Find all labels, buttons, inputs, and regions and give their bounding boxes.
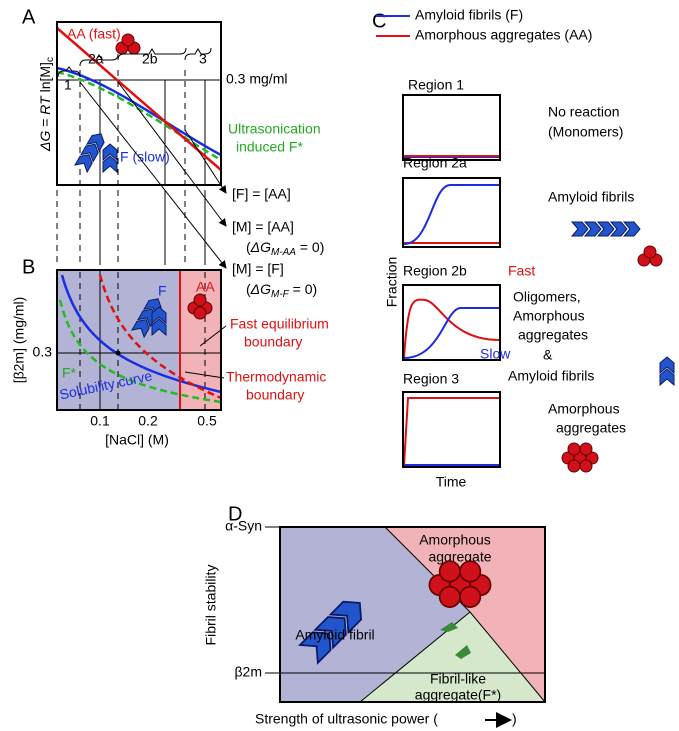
shape <box>580 460 592 472</box>
region-desc: Amorphous <box>548 401 620 417</box>
shape <box>403 95 500 160</box>
shape <box>194 294 206 306</box>
panel-label: C <box>372 10 386 32</box>
region-desc: Oligomers, <box>513 289 581 305</box>
region-title: Region 2b <box>403 263 467 279</box>
region-desc: aggregates <box>518 327 588 343</box>
condition: [M] = [AA] <box>232 219 294 235</box>
fast-boundary-label: boundary <box>244 334 302 350</box>
fibril-icon <box>103 144 117 172</box>
amorphous-label: aggregate <box>428 549 491 565</box>
shape <box>644 246 656 258</box>
region-desc: Amyloid fibrils <box>548 189 634 205</box>
region-desc: (Monomers) <box>548 124 623 140</box>
label: c <box>45 57 56 62</box>
y-tick-label: 0.3 <box>33 344 53 360</box>
legend-entry: Amyloid fibrils (F) <box>415 7 523 23</box>
region-desc: No reaction <box>548 104 620 120</box>
shape <box>404 398 499 465</box>
label: ΔG <box>250 281 271 297</box>
y-tick-label: α-Syn <box>225 518 262 534</box>
fibril-like-label: Fibril-like <box>430 671 486 687</box>
region-label: 1 <box>64 77 72 93</box>
condition: [F] = [AA] <box>232 186 291 202</box>
label: M-F <box>271 289 290 300</box>
region-desc: Amyloid fibrils <box>508 368 594 384</box>
x-axis-label: Time <box>436 474 467 490</box>
region-desc: & <box>543 347 553 363</box>
x-tick-label: 0.1 <box>90 413 110 429</box>
condition-note: (ΔGM-AA = 0) <box>246 239 324 258</box>
amorphous-label: Amorphous <box>419 532 491 548</box>
region-title: Region 3 <box>403 371 459 387</box>
shape <box>122 34 134 46</box>
shape <box>568 443 580 455</box>
slow-label: Slow <box>480 346 511 362</box>
shape <box>562 443 598 472</box>
shape <box>572 222 640 236</box>
region-desc: aggregates <box>556 420 626 436</box>
region-label: 2a <box>88 51 104 67</box>
ultra-label: induced F* <box>236 139 303 155</box>
shape <box>403 392 500 467</box>
thermo-label: Thermodynamic <box>226 369 326 385</box>
fast-boundary-label: Fast equilibrium <box>230 316 329 332</box>
shape <box>440 561 460 581</box>
x-axis-label: [NaCl] (M) <box>105 432 169 448</box>
x-tick-label: 0.2 <box>138 413 158 429</box>
shape <box>638 246 662 266</box>
condition: [M] = [F] <box>232 261 284 277</box>
f-slow-label: F (slow) <box>120 149 170 165</box>
label: M-AA <box>271 247 296 258</box>
aa-label: AA <box>196 279 215 295</box>
shape <box>404 185 499 244</box>
label: ln[M] <box>37 62 53 96</box>
fstar-label: F* <box>62 365 77 381</box>
label: = 0) <box>289 281 317 297</box>
region-title: Region 2a <box>403 155 467 171</box>
region-title: Region 1 <box>408 77 464 93</box>
aa-label: AA (fast) <box>67 26 121 42</box>
x-tick-label: 0.5 <box>197 413 217 429</box>
shape <box>660 357 674 385</box>
shape <box>572 222 588 236</box>
conc-label: 0.3 mg/ml <box>226 71 287 87</box>
region-desc: Amorphous <box>513 308 585 324</box>
shape <box>460 561 480 581</box>
x-axis-label: Strength of ultrasonic power ( <box>255 711 438 727</box>
thermo-label: boundary <box>246 387 304 403</box>
condition-note: (ΔGM-F = 0) <box>246 281 317 300</box>
amyloid-label: Amyloid fibril <box>295 627 374 643</box>
shape <box>116 351 121 356</box>
panel-label: B <box>22 256 35 278</box>
y-axis-label: Fibril stability <box>203 565 219 646</box>
f-label: F <box>158 283 167 299</box>
region-label: 3 <box>199 51 207 67</box>
legend-entry: Amorphous aggregates (AA) <box>415 27 592 43</box>
shape <box>440 587 460 607</box>
shape <box>194 307 206 319</box>
y-axis-label: Fraction <box>384 257 400 308</box>
shape <box>568 460 580 472</box>
label: = 0) <box>296 239 324 255</box>
ultra-label: Ultrasonication <box>228 121 321 137</box>
panel-label: A <box>22 6 36 28</box>
figure: A AA (fast) 1 2a 2b 3 0.3 mg/ml ΔG = RT … <box>0 0 679 731</box>
fibril-like-label: aggregate(F*) <box>415 687 501 703</box>
y-axis-label: [β2m] (mg/ml) <box>11 297 27 384</box>
region-label: 2b <box>142 51 158 67</box>
label: ΔG <box>250 239 271 255</box>
x-axis-label: ) <box>512 711 517 727</box>
shape <box>185 48 211 60</box>
y-tick-label: β2m <box>234 664 262 680</box>
label: ΔG <box>37 131 53 152</box>
label: = <box>37 115 53 131</box>
fast-label: Fast <box>508 263 535 279</box>
label: RT <box>37 95 53 115</box>
shape <box>460 587 480 607</box>
y-axis-label: ΔG = RT ln[M]c <box>37 57 56 152</box>
shape <box>580 443 592 455</box>
